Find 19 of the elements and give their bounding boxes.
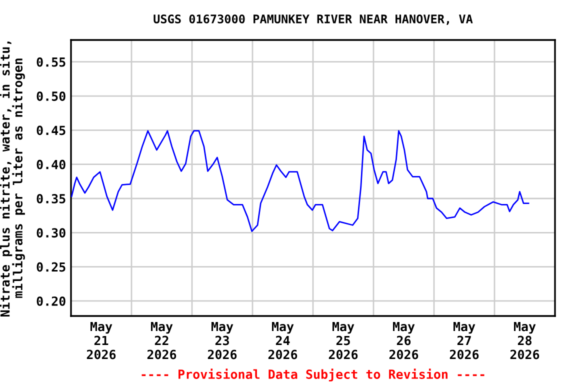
x-tick-label: May 22 2026	[147, 322, 176, 360]
y-tick-label: 0.30	[36, 228, 66, 238]
y-tick-label: 0.20	[36, 296, 66, 306]
text: ---- Provisional Data Subject to Revision ----	[142, 368, 484, 382]
y-tick-label: 0.50	[36, 91, 66, 101]
x-tick-label: May 27 2026	[450, 322, 479, 360]
line-series	[71, 130, 530, 232]
y-tick-label: 0.45	[36, 126, 66, 136]
y-tick-label: 0.55	[36, 57, 66, 67]
x-tick-label: May 25 2026	[328, 322, 358, 360]
y-tick-label: 0.25	[36, 262, 66, 272]
y-tick-label: 0.40	[36, 160, 66, 170]
chart-title: USGS 01673000 PAMUNKEY RIVER NEAR HANOVER, VA	[154, 14, 473, 25]
x-tick-label: May 24 2026	[268, 322, 298, 360]
x-tick-label: May 23 2026	[208, 322, 237, 360]
x-tick-label: May 26 2026	[389, 322, 418, 360]
x-tick-label: May 21 2026	[86, 322, 116, 360]
x-tick-label: May 28 2026	[510, 322, 540, 360]
y-tick-label: 0.35	[36, 194, 66, 204]
